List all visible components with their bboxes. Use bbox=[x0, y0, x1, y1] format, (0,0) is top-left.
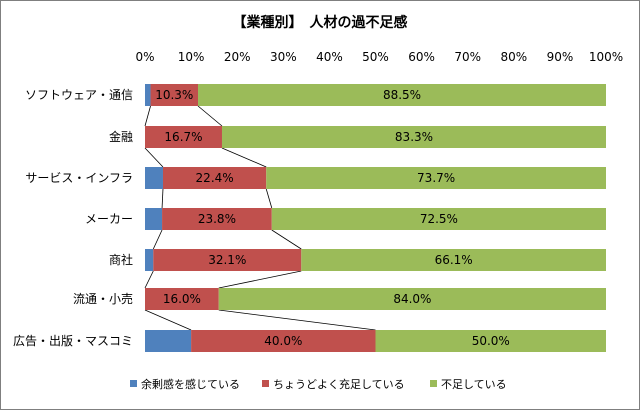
data-label: 66.1% bbox=[435, 253, 473, 267]
series-line bbox=[144, 105, 151, 127]
series-line bbox=[218, 309, 376, 331]
data-label: 10.3% bbox=[155, 88, 193, 102]
category-label: 商社 bbox=[109, 252, 133, 267]
x-tick-label: 70% bbox=[454, 50, 481, 64]
category-label: メーカー bbox=[85, 212, 133, 226]
series-line bbox=[152, 229, 163, 250]
category-label: ソフトウェア・通信 bbox=[25, 88, 133, 102]
x-tick-label: 90% bbox=[547, 50, 574, 64]
series-lines bbox=[144, 105, 376, 331]
bars bbox=[145, 84, 606, 352]
bar-segment bbox=[301, 249, 606, 271]
x-tick-label: 50% bbox=[362, 50, 389, 64]
x-tick-label: 10% bbox=[178, 50, 205, 64]
data-label: 23.8% bbox=[198, 212, 236, 226]
bar-segment bbox=[198, 84, 606, 106]
data-label: 40.0% bbox=[264, 334, 302, 348]
bar-segment bbox=[221, 126, 606, 148]
bar-segment bbox=[145, 167, 163, 189]
series-line bbox=[161, 188, 164, 209]
data-label: 16.7% bbox=[164, 130, 202, 144]
series-line bbox=[144, 309, 192, 331]
legend: 余剰感を感じている ちょうどよく充足している 不足している bbox=[130, 377, 507, 391]
data-label: 32.1% bbox=[208, 253, 246, 267]
bar-segment bbox=[145, 288, 219, 310]
legend-swatch bbox=[262, 380, 269, 387]
category-label: 広告・出版・マスコミ bbox=[13, 334, 133, 348]
bar-segment bbox=[191, 330, 376, 352]
x-tick-label: 20% bbox=[224, 50, 251, 64]
bar-segment bbox=[218, 288, 606, 310]
bar-segment bbox=[145, 249, 154, 271]
bar-segment bbox=[162, 167, 267, 189]
bar-segment bbox=[145, 84, 151, 106]
category-label: 流通・小売 bbox=[73, 291, 133, 306]
category-label: 金融 bbox=[109, 129, 133, 144]
series-line bbox=[144, 270, 154, 289]
legend-label: ちょうどよく充足している bbox=[273, 377, 405, 391]
bar-segment bbox=[375, 330, 606, 352]
legend-label: 不足している bbox=[441, 378, 507, 391]
legend-swatch bbox=[130, 380, 137, 387]
x-tick-label: 0% bbox=[135, 50, 154, 64]
series-line bbox=[265, 188, 273, 209]
x-tick-label: 80% bbox=[500, 50, 527, 64]
bar-segment bbox=[150, 84, 199, 106]
data-label: 22.4% bbox=[196, 171, 234, 185]
bar-segment bbox=[145, 208, 163, 230]
x-tick-label: 100% bbox=[589, 50, 623, 64]
series-line bbox=[271, 229, 302, 250]
data-label: 72.5% bbox=[420, 212, 458, 226]
x-tick-label: 60% bbox=[408, 50, 435, 64]
x-tick-label: 30% bbox=[270, 50, 297, 64]
chart-title: 【業種別】 人材の過不足感 bbox=[233, 14, 408, 31]
series-line bbox=[144, 147, 164, 168]
data-label: 16.0% bbox=[163, 292, 201, 306]
category-label: サービス・インフラ bbox=[25, 171, 133, 185]
category-labels: ソフトウェア・通信金融サービス・インフラメーカー商社流通・小売広告・出版・マスコ… bbox=[13, 88, 133, 348]
data-labels: 10.3% 16.7% 22.4% 23.8% 32.1% 16.0% 40.0% 88.5%… bbox=[155, 88, 510, 348]
x-tick-label: 40% bbox=[316, 50, 343, 64]
data-label: 88.5% bbox=[383, 88, 421, 102]
series-line bbox=[221, 147, 267, 168]
legend-swatch bbox=[430, 380, 437, 387]
bar-segment bbox=[153, 249, 302, 271]
data-label: 73.7% bbox=[417, 171, 455, 185]
data-label: 83.3% bbox=[395, 130, 433, 144]
bar-segment bbox=[271, 208, 606, 230]
legend-label: 余剰感を感じている bbox=[141, 377, 240, 391]
bar-segment bbox=[162, 208, 272, 230]
bar-segment bbox=[145, 126, 222, 148]
bar-segment bbox=[266, 167, 606, 189]
data-label: 84.0% bbox=[393, 292, 431, 306]
series-line bbox=[218, 270, 302, 289]
bar-segment bbox=[145, 330, 192, 352]
data-label: 50.0% bbox=[472, 334, 510, 348]
x-axis-ticks: 0% 10% 20% 30% 40% 50% 60% 70% 80% 90% 100% bbox=[135, 50, 623, 64]
series-line bbox=[197, 105, 223, 127]
